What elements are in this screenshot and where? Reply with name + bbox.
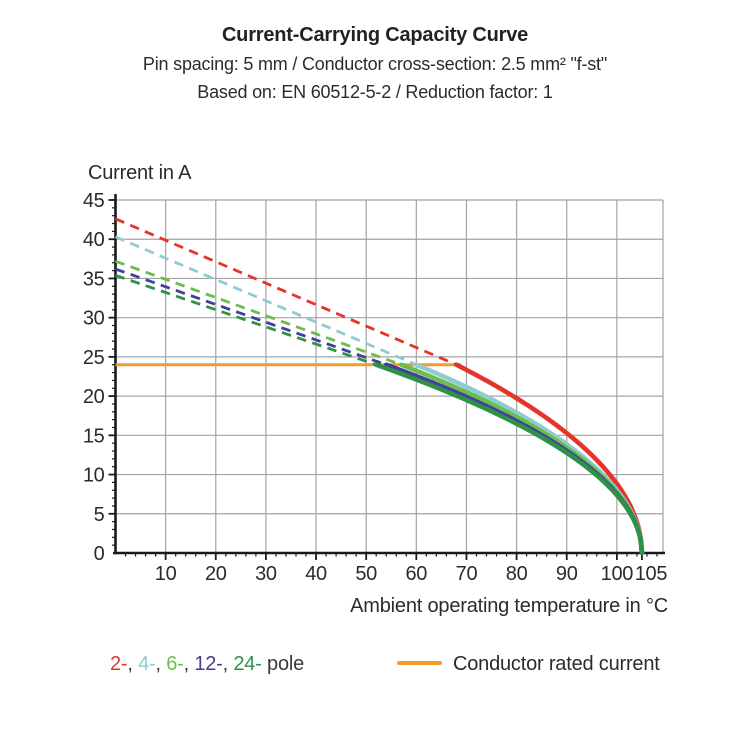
dashed-curve-4-pole: [114, 235, 417, 367]
legend-token: ,: [127, 653, 139, 675]
chart-header: Current-Carrying Capacity Curve Pin spac…: [0, 24, 750, 103]
chart-subtitle-standard: Based on: EN 60512-5-2 / Reduction facto…: [197, 82, 553, 102]
legend-token: ,: [183, 653, 195, 675]
x-tick-label: 105: [635, 563, 668, 585]
y-tick-label: 40: [83, 229, 105, 251]
x-tick-label: 100: [601, 563, 634, 585]
x-tick-label: 60: [405, 563, 427, 585]
solid-curve-12-pole: [383, 362, 645, 556]
y-tick-label: 25: [83, 347, 105, 369]
x-axis-title: Ambient operating temperature in °C: [350, 595, 668, 617]
y-tick-label: 10: [83, 465, 105, 487]
legend-token: 12-: [194, 653, 223, 675]
legend-token: 6-: [166, 653, 184, 675]
x-tick-label: 40: [305, 563, 327, 585]
y-tick-label: 45: [83, 190, 105, 212]
chart-title: Current-Carrying Capacity Curve: [221, 24, 529, 46]
y-axis-title: Current in A: [88, 162, 192, 184]
dashed-curve-24-pole: [115, 273, 377, 367]
x-tick-label: 90: [556, 563, 578, 585]
legend-pole-series: 2-, 4-, 6-, 12-, 24- pole: [110, 653, 304, 676]
legend: 2-, 4-, 6-, 12-, 24- pole Conductor rate…: [0, 653, 750, 683]
x-tick-label: 20: [205, 563, 227, 585]
legend-token: 4-: [138, 653, 156, 675]
rated-current-line-swatch: [397, 660, 442, 665]
y-tick-label: 15: [83, 425, 105, 447]
y-tick-label: 0: [94, 543, 105, 565]
legend-token: 24-: [233, 653, 262, 675]
dashed-curve-12-pole: [115, 267, 387, 367]
rated-current-label: Conductor rated current: [453, 653, 660, 675]
dashed-curve-2-pole: [114, 217, 457, 367]
capacity-curve-plot: 0 5 10 15 20 25 30 35 40 45 10 20 30 40 50 60 70 80 90 100 1…: [83, 190, 668, 585]
dashed-curve-6-pole: [115, 259, 402, 367]
y-tick-label: 20: [83, 386, 105, 408]
legend-token: ,: [222, 653, 234, 675]
legend-token: 2-: [110, 653, 128, 675]
legend-token: ,: [155, 653, 167, 675]
y-tick-label: 5: [94, 504, 105, 526]
y-tick-label: 35: [83, 268, 105, 290]
x-tick-label: 30: [255, 563, 277, 585]
chart-subtitle-specs: Pin spacing: 5 mm / Conductor cross-sect…: [142, 54, 608, 74]
x-tick-label: 80: [506, 563, 528, 585]
solid-curve-2-pole: [454, 362, 645, 556]
solid-curve-6-pole: [398, 362, 645, 556]
y-tick-label: 30: [83, 308, 105, 330]
legend-rated-current: Conductor rated current: [397, 653, 660, 676]
x-tick-label: 70: [456, 563, 478, 585]
solid-curve-24-pole: [373, 362, 645, 556]
x-tick-label: 50: [355, 563, 377, 585]
legend-token: pole: [261, 653, 305, 675]
x-tick-label: 10: [155, 563, 177, 585]
